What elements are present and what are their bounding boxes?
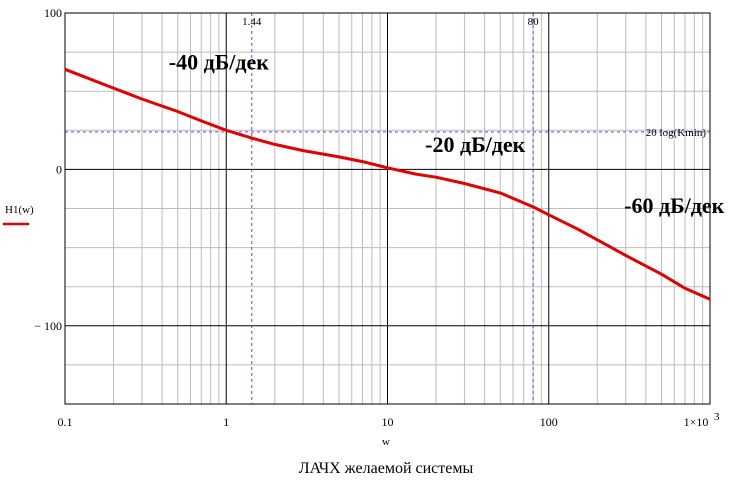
series-layer <box>64 67 711 301</box>
slope-annotation: -40 дБ/дек <box>169 49 270 74</box>
series-line <box>64 67 711 301</box>
reference-line-label: 1.44 <box>242 16 262 28</box>
slope-annotation: -60 дБ/дек <box>624 193 725 218</box>
x-tick-label: 100 <box>540 415 558 429</box>
y-tick-label: 0 <box>56 162 62 176</box>
tick-labels: 0.1 1 10 100 1×10 3 100 0 − 100 <box>34 6 720 429</box>
reference-line-label: 20 log(Kmin) <box>646 127 707 139</box>
reference-line-label: 80 <box>528 16 540 28</box>
x-tick-label: 10 <box>382 415 394 429</box>
slope-annotation: -20 дБ/дек <box>425 132 526 157</box>
reference-lines: 20 log(Kmin) 1.44 80 <box>65 13 710 404</box>
x-tick-exponent: 3 <box>714 411 720 423</box>
x-axis-label: w <box>382 436 390 448</box>
x-tick-label: 1 <box>223 415 229 429</box>
y-tick-label: − 100 <box>34 319 62 333</box>
chart-title: ЛАЧХ желаемой системы <box>299 460 474 477</box>
y-tick-label: 100 <box>44 6 62 20</box>
annotations: -40 дБ/дек -20 дБ/дек -60 дБ/дек <box>169 49 725 218</box>
plot-frame <box>64 12 711 405</box>
x-tick-label: 1×10 <box>684 415 709 429</box>
y-axis-label: H1(w) <box>5 204 34 216</box>
x-tick-label: 0.1 <box>58 415 73 429</box>
